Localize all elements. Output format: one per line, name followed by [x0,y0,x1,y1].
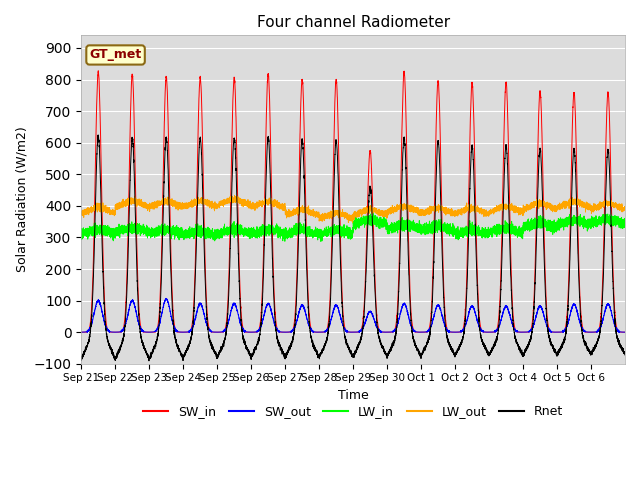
LW_in [621,221,629,227]
LW_in [481,229,488,235]
SW_out [481,329,488,335]
Line: SW_out: SW_out [81,299,625,332]
Rnet [94,132,102,138]
Rnet [423,340,431,346]
LW_out [481,209,488,215]
SW_in [509,316,517,322]
SW_out [275,328,282,334]
LW_in [317,239,324,244]
LW_out [621,204,629,210]
SW_in [423,329,431,335]
LW_out [509,206,517,212]
SW_in [77,329,85,335]
SW_in [399,84,407,90]
Line: Rnet: Rnet [81,135,625,361]
SW_in [621,329,629,335]
SW_out [423,329,431,335]
SW_in [275,328,282,334]
SW_out [77,329,85,335]
Rnet [145,358,153,364]
LW_in [399,222,407,228]
SW_out [163,296,170,301]
LW_in [275,230,282,236]
LW_in [369,211,377,216]
LW_out [349,219,356,225]
LW_in [77,230,85,236]
LW_out [275,205,282,211]
LW_out [423,208,431,214]
LW_in [105,230,113,236]
Rnet [621,352,629,358]
SW_in [481,329,488,335]
Line: LW_out: LW_out [81,195,625,222]
LW_out [399,204,407,210]
Title: Four channel Radiometer: Four channel Radiometer [257,15,450,30]
Line: SW_in: SW_in [81,71,625,332]
LW_out [105,207,113,213]
Rnet [399,145,407,151]
SW_out [105,328,113,334]
Rnet [275,339,282,345]
SW_out [509,324,517,330]
X-axis label: Time: Time [338,389,369,402]
SW_in [95,68,102,73]
Y-axis label: Solar Radiation (W/m2): Solar Radiation (W/m2) [15,127,28,273]
LW_in [423,224,431,230]
Rnet [105,341,113,347]
SW_out [399,301,407,307]
Line: LW_in: LW_in [81,214,625,241]
LW_in [509,228,517,233]
LW_out [230,192,238,198]
SW_in [105,328,113,334]
Legend: SW_in, SW_out, LW_in, LW_out, Rnet: SW_in, SW_out, LW_in, LW_out, Rnet [138,400,568,423]
Rnet [77,358,85,363]
SW_out [621,329,629,335]
Rnet [509,324,517,330]
LW_out [77,211,85,216]
Text: GT_met: GT_met [90,48,141,61]
Rnet [481,341,488,347]
